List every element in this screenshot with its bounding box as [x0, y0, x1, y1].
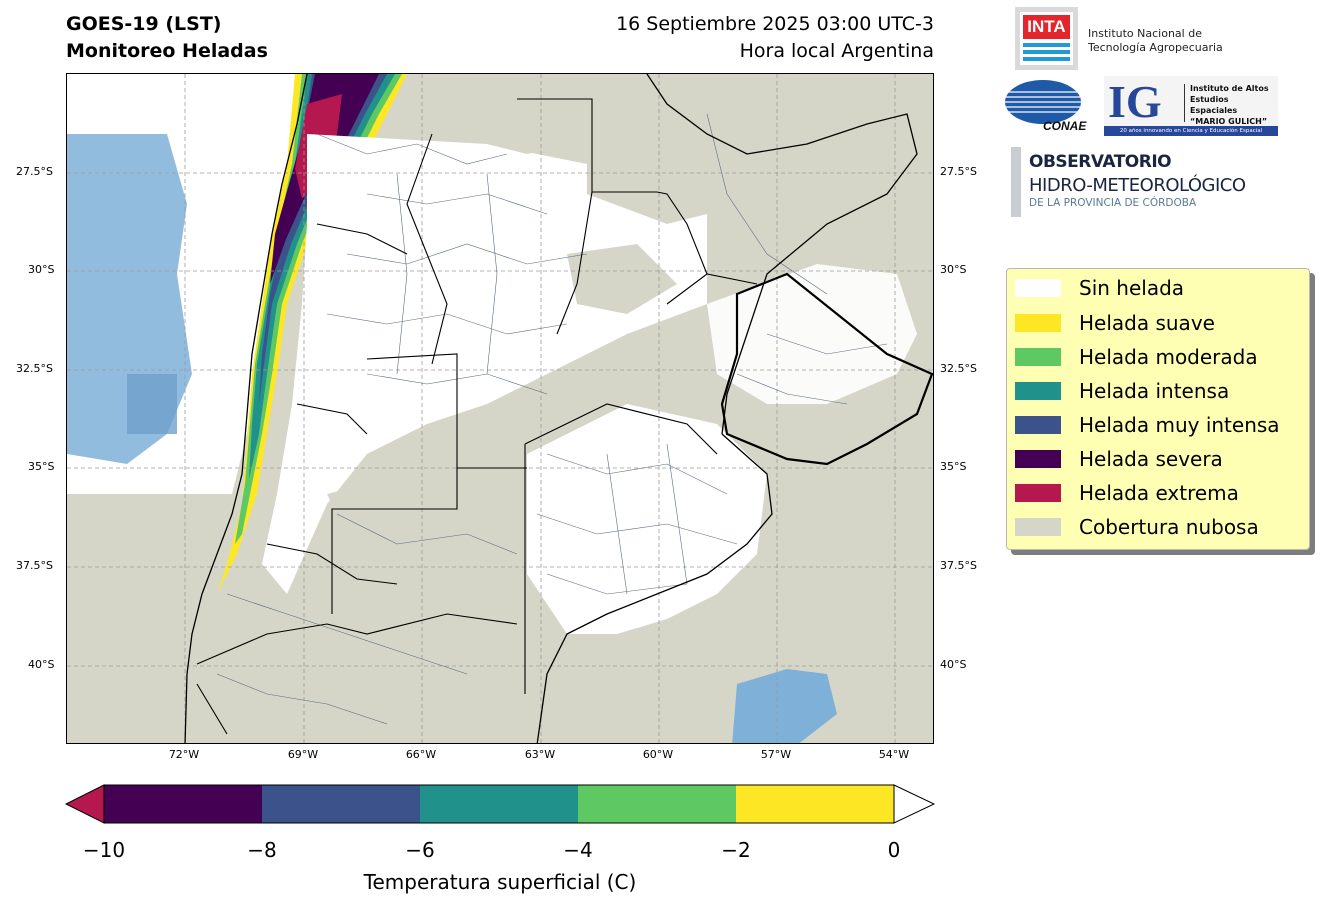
legend-item-helada-moderada: Helada moderada	[1015, 343, 1258, 371]
observatorio-accent-bar	[1011, 147, 1021, 217]
lat-label-left: 30°S	[28, 263, 55, 276]
legend-label: Helada severa	[1079, 447, 1223, 471]
legend-label: Helada suave	[1079, 311, 1215, 335]
lon-label: 54°W	[878, 748, 910, 761]
colorbar-tick: −10	[82, 838, 126, 862]
timezone-label: Hora local Argentina	[739, 40, 934, 62]
ig-name-line: “MARIO GULICH”	[1190, 117, 1268, 126]
lon-label: 57°W	[760, 748, 792, 761]
lat-label-left: 35°S	[28, 460, 55, 473]
colorbar-tick: 0	[887, 838, 901, 862]
legend-label: Sin helada	[1079, 276, 1185, 300]
inta-name-line: Tecnología Agropecuaria	[1088, 41, 1223, 54]
ig-mark: IG	[1108, 76, 1162, 127]
colorbar-under-arrow	[64, 784, 105, 824]
inta-logo: INTA	[1015, 7, 1078, 70]
legend-swatch	[1015, 279, 1061, 297]
legend-label: Helada muy intensa	[1079, 413, 1280, 437]
conae-logo: CONAE	[1005, 80, 1087, 133]
legend-item-helada-muy-intensa: Helada muy intensa	[1015, 411, 1280, 439]
legend-label: Helada intensa	[1079, 379, 1230, 403]
colorbar-tick: −8	[247, 838, 277, 862]
east-clear-area	[707, 264, 917, 404]
inta-mark: INTA	[1023, 15, 1070, 39]
legend-swatch	[1015, 450, 1061, 468]
legend-item-helada-intensa: Helada intensa	[1015, 377, 1229, 405]
lon-label: 69°W	[287, 748, 319, 761]
observatorio-logo-line: OBSERVATORIO	[1029, 152, 1172, 172]
province-boundaries	[196, 98, 758, 735]
legend-label: Helada extrema	[1079, 481, 1239, 505]
pacific-water-block	[127, 374, 177, 434]
ig-name-line: Estudios Espaciales	[1190, 95, 1238, 115]
coast-buenos-aires	[536, 433, 773, 743]
lat-label-right: 30°S	[940, 263, 967, 276]
cloud-patch	[567, 244, 677, 314]
legend-swatch	[1015, 314, 1061, 332]
legend-swatch	[1015, 484, 1061, 502]
country-border	[184, 74, 308, 743]
colorbar	[64, 784, 936, 824]
observatorio-logo-line: HIDRO-METEOROLÓGICO	[1029, 175, 1246, 196]
map-panel[interactable]	[66, 73, 934, 744]
colorbar-tick: −4	[563, 838, 593, 862]
legend-swatch	[1015, 348, 1061, 366]
lon-label: 60°W	[642, 748, 674, 761]
lon-label: 66°W	[405, 748, 437, 761]
lat-label-left: 40°S	[28, 658, 55, 671]
lat-label-right: 35°S	[940, 460, 967, 473]
colorbar-label: Temperatura superficial (C)	[363, 870, 637, 894]
pampas-clear-area	[527, 404, 767, 634]
map-subtitle: Monitoreo Heladas	[66, 40, 268, 62]
legend-item-helada-extrema: Helada extrema	[1015, 479, 1239, 507]
map-title: GOES-19 (LST)	[66, 13, 222, 35]
lat-label-left: 37.5°S	[16, 559, 53, 572]
lat-label-left: 27.5°S	[16, 165, 53, 178]
lon-label: 72°W	[168, 748, 200, 761]
legend-swatch	[1015, 382, 1061, 400]
map-canvas	[67, 74, 933, 743]
lat-label-right: 40°S	[940, 658, 967, 671]
lat-label-right: 32.5°S	[940, 362, 977, 375]
colorbar-segment	[736, 785, 894, 823]
central-clear-area	[262, 134, 707, 594]
conae-wordmark: CONAE	[1043, 119, 1087, 133]
border-north-east	[646, 74, 918, 435]
legend-label: Cobertura nubosa	[1079, 515, 1259, 539]
lon-label: 63°W	[524, 748, 556, 761]
inta-name-line: Instituto Nacional de	[1088, 27, 1202, 40]
department-boundaries	[216, 113, 888, 725]
ig-tagline: 20 años innovando en Ciencia y Educación…	[1104, 126, 1278, 136]
legend-item-sin-helada: Sin helada	[1015, 274, 1184, 302]
legend-item-helada-suave: Helada suave	[1015, 309, 1215, 337]
uruguay-border	[720, 272, 933, 466]
atlantic-water	[732, 669, 837, 743]
colorbar-over-arrow	[893, 784, 936, 824]
inta-name: Instituto Nacional de Tecnología Agropec…	[1088, 27, 1223, 55]
cloud-patch	[427, 84, 627, 154]
colorbar-segment	[262, 785, 420, 823]
colorbar-tick: −2	[721, 838, 751, 862]
legend-item-helada-severa: Helada severa	[1015, 445, 1223, 473]
lat-label-left: 32.5°S	[16, 362, 53, 375]
colorbar-segment	[578, 785, 736, 823]
legend-swatch	[1015, 518, 1061, 536]
map-legend: Sin helada Helada suave Helada moderada …	[1006, 268, 1310, 550]
ig-name-line: Instituto de Altos	[1190, 84, 1269, 93]
colorbar-frame	[103, 784, 895, 824]
legend-item-cobertura-nubosa: Cobertura nubosa	[1015, 513, 1259, 541]
legend-label: Helada moderada	[1079, 345, 1258, 369]
observatorio-logo-line: DE LA PROVINCIA DE CÓRDOBA	[1029, 197, 1197, 209]
colorbar-segment	[104, 785, 262, 823]
legend-swatch	[1015, 416, 1061, 434]
colorbar-tick: −6	[405, 838, 435, 862]
lat-label-right: 27.5°S	[940, 165, 977, 178]
colorbar-segment	[420, 785, 578, 823]
ig-logo: IG Instituto de Altos Estudios Espaciale…	[1104, 76, 1278, 136]
lat-label-right: 37.5°S	[940, 559, 977, 572]
frost-strip-purple	[270, 74, 379, 284]
date-time-label: 16 Septiembre 2025 03:00 UTC-3	[616, 13, 934, 35]
